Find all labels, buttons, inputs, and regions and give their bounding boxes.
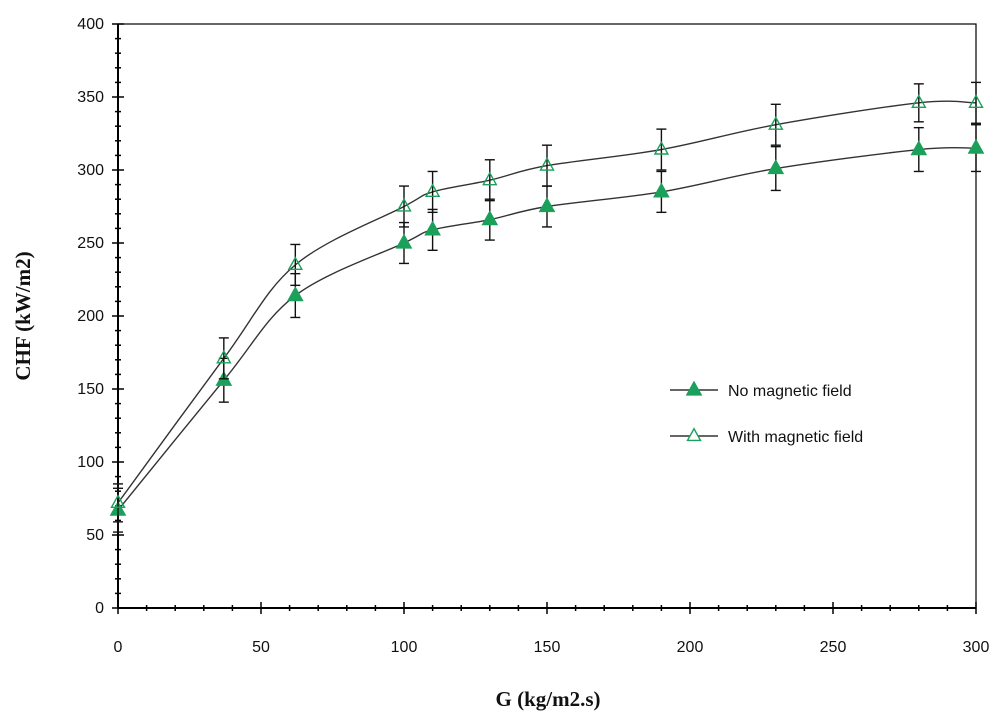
- x-axis-title: G (kg/m2.s): [496, 687, 601, 711]
- data-point: [481, 210, 499, 226]
- data-point: [424, 183, 441, 198]
- y-tick-label: 200: [77, 308, 104, 325]
- legend-marker: [686, 427, 702, 442]
- data-point: [286, 286, 304, 302]
- data-point: [911, 94, 927, 108]
- data-point: [539, 156, 555, 171]
- data-point: [910, 140, 928, 156]
- y-axis-title: CHF (kW/m2): [11, 251, 35, 380]
- x-tick-label: 100: [391, 639, 418, 656]
- legend-marker: [685, 380, 703, 396]
- data-point: [768, 116, 784, 130]
- x-tick-label: 250: [820, 639, 847, 656]
- series-no-magnetic-field: [109, 124, 985, 533]
- legend: No magnetic field With magnetic field: [670, 380, 863, 446]
- legend-label: No magnetic field: [728, 383, 852, 400]
- data-point: [767, 159, 785, 175]
- data-point: [424, 220, 441, 236]
- data-point: [216, 349, 232, 364]
- data-point: [653, 140, 670, 155]
- data-point: [967, 138, 985, 154]
- y-tick-label: 350: [77, 89, 104, 106]
- y-tick-label: 100: [77, 454, 104, 471]
- x-tick-label: 300: [963, 639, 990, 656]
- data-point: [482, 171, 498, 186]
- y-tick-label: 250: [77, 235, 104, 252]
- series-with-magnetic-field: [110, 81, 984, 523]
- data-point: [396, 197, 412, 212]
- data-point: [538, 197, 556, 213]
- x-tick-label: 150: [534, 639, 561, 656]
- data-point: [110, 494, 126, 509]
- data-point: [287, 256, 304, 271]
- data-point: [653, 182, 670, 198]
- legend-label: With magnetic field: [728, 429, 863, 446]
- y-tick-label: 400: [77, 16, 104, 33]
- x-tick-label: 0: [114, 639, 123, 656]
- y-tick-label: 0: [95, 600, 104, 617]
- data-point: [395, 233, 413, 249]
- y-tick-label: 150: [77, 381, 104, 398]
- series-layer: [109, 81, 985, 533]
- x-tick-label: 50: [252, 639, 270, 656]
- y-tick-label: 300: [77, 162, 104, 179]
- data-point: [968, 94, 984, 108]
- plot-border: [117, 23, 977, 609]
- x-tick-label: 200: [677, 639, 704, 656]
- y-tick-label: 50: [86, 527, 104, 544]
